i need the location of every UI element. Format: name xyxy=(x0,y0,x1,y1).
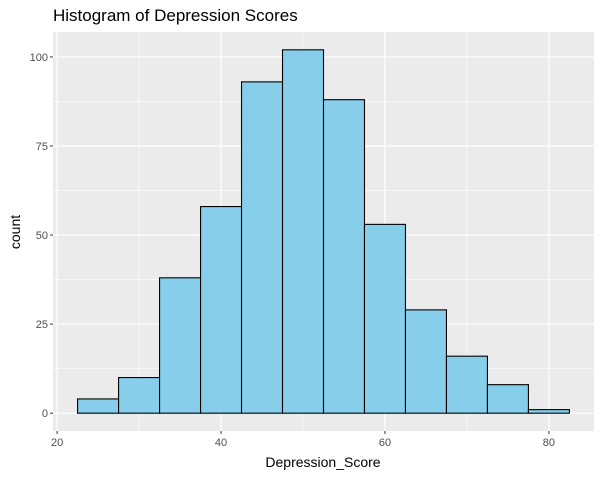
svg-text:40: 40 xyxy=(215,437,227,449)
histogram-bar xyxy=(77,398,120,414)
x-axis-label: Depression_Score xyxy=(265,454,380,470)
histogram-bar xyxy=(404,309,448,414)
histogram-bars xyxy=(77,49,570,414)
histogram-bar xyxy=(486,384,529,414)
chart-title: Histogram of Depression Scores xyxy=(53,6,298,25)
histogram-bar xyxy=(118,377,161,414)
svg-text:20: 20 xyxy=(51,437,63,449)
histogram-bar xyxy=(281,49,325,414)
x-axis-ticks: 20 40 60 80 xyxy=(51,431,555,449)
svg-text:25: 25 xyxy=(36,319,48,331)
histogram-bar xyxy=(240,81,284,414)
y-axis-label: count xyxy=(7,215,23,249)
histogram-bar xyxy=(199,206,243,414)
svg-text:50: 50 xyxy=(36,230,48,242)
svg-text:60: 60 xyxy=(379,437,391,449)
histogram-bar xyxy=(159,277,202,414)
svg-text:100: 100 xyxy=(30,52,48,64)
svg-text:80: 80 xyxy=(543,437,555,449)
histogram-bar xyxy=(527,409,570,414)
histogram-bar xyxy=(363,223,407,414)
histogram-bar xyxy=(322,99,366,414)
y-axis-ticks: 0 25 50 75 100 xyxy=(30,52,53,420)
svg-text:0: 0 xyxy=(42,408,48,420)
svg-text:75: 75 xyxy=(36,141,48,153)
histogram-bar xyxy=(445,355,488,414)
